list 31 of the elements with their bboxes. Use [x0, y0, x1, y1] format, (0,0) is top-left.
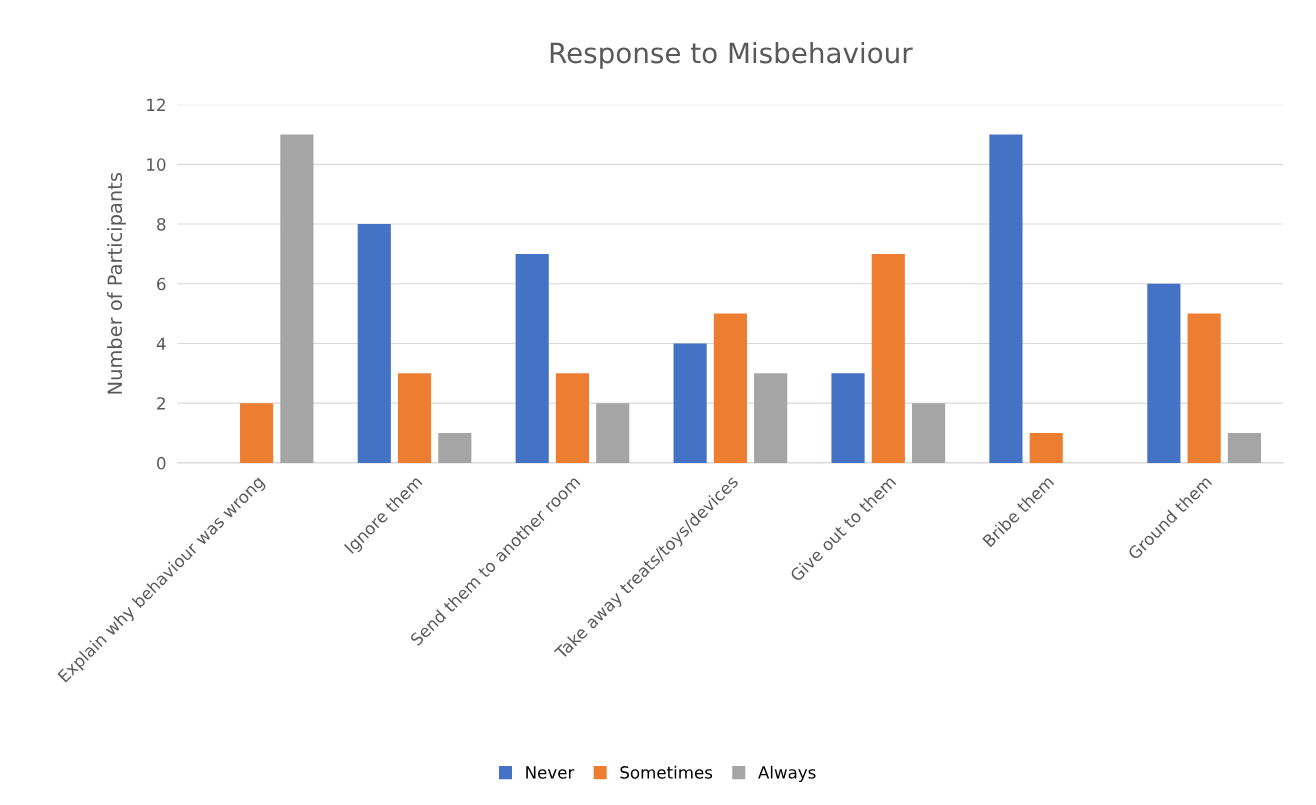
bar — [438, 433, 472, 463]
bar — [555, 373, 590, 463]
bar — [754, 373, 788, 463]
y-tick-label: 4 — [156, 337, 166, 350]
bar — [713, 313, 747, 463]
y-tick-label: 12 — [147, 98, 165, 111]
y-tick-label: 8 — [157, 218, 166, 231]
bar — [240, 403, 274, 463]
bar — [1187, 313, 1221, 463]
bar — [831, 373, 865, 463]
bar — [280, 134, 314, 463]
chart-title: Response to Misbehaviour — [550, 41, 913, 69]
y-axis-title: Number of Participants — [107, 173, 126, 394]
bar — [673, 343, 707, 463]
bar — [911, 403, 946, 463]
bar — [1227, 433, 1261, 463]
legend-label: Never — [526, 766, 575, 779]
bar — [1029, 433, 1063, 463]
y-tick-label: 0 — [157, 456, 166, 470]
y-tick-label: 6 — [157, 277, 166, 291]
bar — [357, 224, 391, 463]
bar — [397, 373, 432, 463]
legend-label: Always — [758, 765, 816, 782]
y-tick-label: 2 — [157, 397, 165, 410]
bar — [989, 134, 1023, 463]
bar — [515, 253, 549, 463]
legend-label: Sometimes — [620, 765, 713, 779]
bar — [1147, 283, 1181, 463]
y-tick-label: 10 — [147, 158, 166, 171]
bar — [871, 253, 905, 463]
bar — [596, 403, 630, 463]
